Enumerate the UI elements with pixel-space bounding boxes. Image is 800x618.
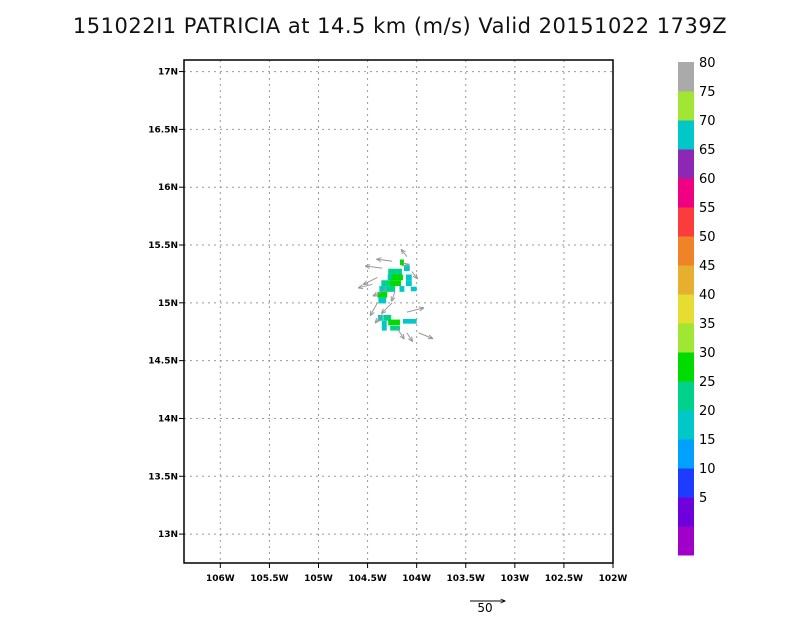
colorbar-bin [678, 294, 694, 324]
colorbar-bin [678, 91, 694, 121]
wind-speed-cell [399, 286, 405, 292]
wind-vector [392, 291, 396, 301]
colorbar: 5 10 15 20 25 30 35 40 45 50 55 60 65 70 75 80 [678, 56, 716, 556]
colorbar-bin [678, 62, 694, 92]
wind-speed-cell [391, 274, 403, 281]
x-tick-label: 103.5W [447, 574, 485, 584]
y-tick-label: 17N [158, 68, 178, 78]
y-tick-label: 13N [158, 530, 178, 540]
wind-speed-cell [403, 265, 410, 272]
colorbar-label: 35 [699, 317, 716, 332]
y-tick-label: 15.5N [148, 241, 178, 251]
wind-vector [411, 271, 418, 279]
colorbar-bin [678, 178, 694, 208]
colorbar-bin [678, 265, 694, 295]
wind-speed-cell [405, 274, 412, 281]
colorbar-bin [678, 497, 694, 527]
wind-speed-cell [410, 286, 417, 292]
colorbar-label: 60 [699, 172, 716, 187]
wind-speed-cells [377, 259, 417, 331]
wind-speed-cell [390, 325, 400, 331]
x-axis-ticks: 106W 105.5W 105W 104.5W 104W 103.5W 103W 102.5W… [206, 563, 627, 584]
wind-speed-cell [399, 259, 404, 266]
y-tick-label: 15N [158, 299, 178, 309]
x-tick-label: 104.5W [348, 574, 386, 584]
chart-title: 151022I1 PATRICIA at 14.5 km (m/s) Valid… [72, 14, 728, 38]
wind-vectors [358, 250, 432, 342]
wind-vector [418, 332, 433, 339]
y-tick-label: 16.5N [148, 125, 178, 135]
wind-speed-cell [389, 280, 401, 287]
y-axis-ticks: 13N 13.5N 14N 14.5N 15N 15.5N 16N 16.5N 17N [148, 68, 184, 540]
wind-speed-cell [381, 280, 390, 287]
colorbar-bin [678, 236, 694, 266]
colorbar-label: 25 [699, 375, 716, 390]
wind-speed-cell [388, 268, 402, 275]
wind-speed-cell [402, 319, 417, 324]
wind-speed-cell [405, 280, 412, 287]
y-tick-label: 16N [158, 183, 178, 193]
x-tick-label: 105.5W [250, 574, 288, 584]
wind-speed-cell [377, 291, 388, 298]
colorbar-bin [678, 352, 694, 382]
colorbar-bin [678, 468, 694, 498]
colorbar-label: 5 [699, 491, 707, 506]
colorbar-bin [678, 381, 694, 411]
colorbar-bin [678, 207, 694, 237]
wind-speed-cell [378, 297, 387, 304]
y-tick-label: 13.5N [148, 472, 178, 482]
wind-vector [401, 250, 408, 257]
colorbar-label: 20 [699, 404, 716, 419]
wind-vector [377, 259, 393, 261]
x-tick-label: 103W [500, 574, 529, 584]
colorbar-bin [678, 439, 694, 469]
y-tick-label: 14N [158, 414, 178, 424]
wind-speed-cell [383, 314, 392, 321]
colorbar-label: 80 [699, 56, 716, 71]
wind-speed-cell [381, 320, 387, 327]
wind-vector [396, 327, 404, 339]
wind-speed-cell [385, 286, 396, 292]
wind-vector [406, 308, 424, 313]
colorbar-bin [678, 323, 694, 353]
wind-vector [382, 302, 393, 314]
wind-vector [358, 283, 373, 288]
colorbar-label: 10 [699, 462, 716, 477]
wind-vector [363, 276, 378, 284]
colorbar-label: 30 [699, 346, 716, 361]
wind-speed-cell [388, 319, 400, 326]
wind-speed-cell [377, 314, 383, 321]
wind-speed-cell [387, 274, 393, 281]
colorbar-bin [678, 149, 694, 179]
wind-vector [370, 302, 378, 316]
x-tick-label: 102.5W [545, 574, 583, 584]
wind-vector [406, 332, 413, 341]
colorbar-label: 15 [699, 433, 716, 448]
colorbar-label: 50 [699, 230, 716, 245]
wind-vector [401, 264, 409, 265]
colorbar-label: 70 [699, 114, 716, 129]
wind-speed-cell [381, 325, 387, 331]
colorbar-label: 45 [699, 259, 716, 274]
colorbar-bin [678, 410, 694, 440]
x-tick-label: 102W [599, 574, 628, 584]
x-tick-label: 105W [304, 574, 333, 584]
colorbar-label: 55 [699, 201, 716, 216]
colorbar-label: 75 [699, 85, 716, 100]
x-tick-label: 104W [402, 574, 431, 584]
wind-vector [366, 266, 383, 268]
colorbar-bin [678, 120, 694, 150]
y-tick-label: 14.5N [148, 357, 178, 367]
wind-speed-cell [379, 286, 386, 292]
plot-frame [183, 59, 614, 564]
wind-vector [375, 314, 383, 322]
reference-vector-label: 50 [477, 601, 493, 615]
colorbar-label: 65 [699, 143, 716, 158]
colorbar-bin [678, 526, 694, 556]
colorbar-label: 40 [699, 288, 716, 303]
wind-vector [373, 288, 388, 296]
grid-lines [184, 60, 614, 563]
x-tick-label: 106W [206, 574, 235, 584]
